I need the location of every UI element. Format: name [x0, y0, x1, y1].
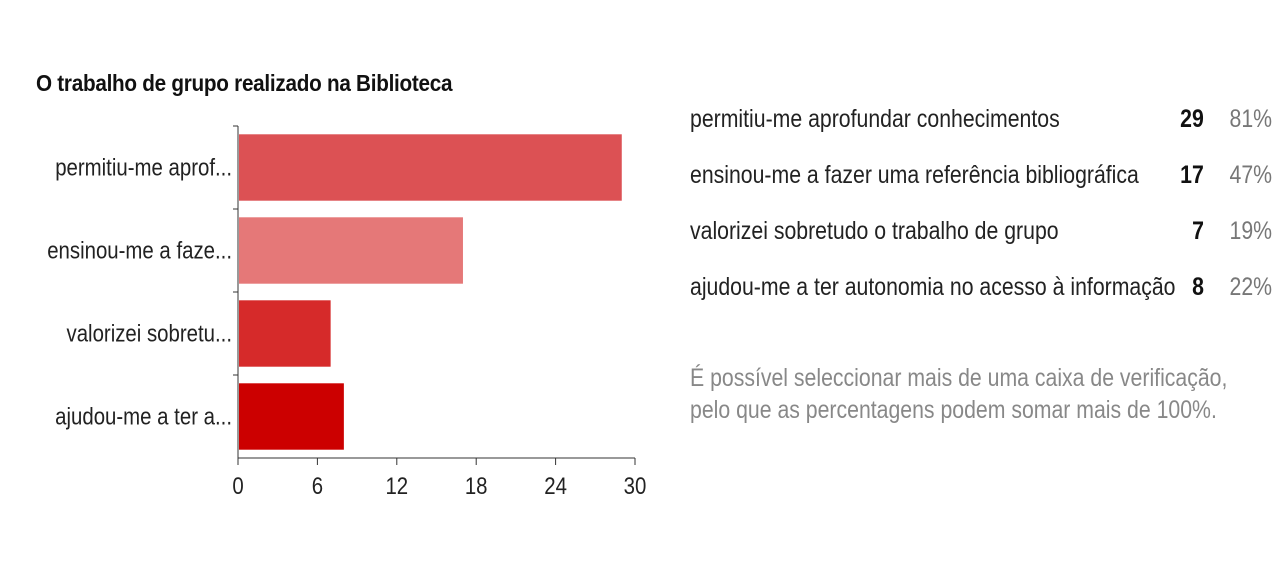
x-tick-label: 18: [465, 472, 488, 499]
summary-label: ensinou-me a fazer uma referência biblio…: [690, 161, 1139, 189]
summary-percent: 22%: [1229, 273, 1272, 301]
summary-count: 17: [1180, 161, 1204, 189]
summary-row: ajudou-me a ter autonomia no acesso à in…: [690, 273, 1280, 329]
summary-row: valorizei sobretudo o trabalho de grupo …: [690, 217, 1280, 273]
bar: [239, 383, 344, 450]
summary-percent: 19%: [1229, 217, 1272, 245]
bar: [239, 300, 331, 367]
summary-row: permitiu-me aprofundar conhecimentos 29 …: [690, 105, 1280, 161]
footnote-note: É possível seleccionar mais de uma caixa…: [690, 364, 1228, 424]
x-tick-label: 24: [544, 472, 567, 499]
x-tick-label: 12: [385, 472, 408, 499]
category-label: ajudou-me a ter a...: [55, 403, 232, 430]
summary-label: ajudou-me a ter autonomia no acesso à in…: [690, 273, 1176, 301]
bar: [239, 217, 463, 284]
bar: [239, 134, 622, 201]
summary-count: 7: [1192, 217, 1204, 245]
category-label: ensinou-me a faze...: [47, 237, 232, 264]
summary-count: 29: [1180, 105, 1204, 133]
category-label: valorizei sobretu...: [67, 320, 232, 347]
summary-row: ensinou-me a fazer uma referência biblio…: [690, 161, 1280, 217]
bar-chart: permitiu-me aprof... ensinou-me a faze...…: [47, 125, 647, 499]
category-label: permitiu-me aprof...: [55, 154, 232, 181]
summary-percent: 47%: [1229, 161, 1272, 189]
x-tick-label: 6: [312, 472, 323, 499]
summary-label: valorizei sobretudo o trabalho de grupo: [690, 217, 1059, 245]
summary-label: permitiu-me aprofundar conhecimentos: [690, 105, 1060, 133]
x-tick-label: 0: [232, 472, 243, 499]
x-tick-label: 30: [624, 472, 647, 499]
chart-title: O trabalho de grupo realizado na Bibliot…: [36, 70, 453, 96]
summary-table: permitiu-me aprofundar conhecimentos 29 …: [690, 105, 1280, 329]
summary-percent: 81%: [1229, 105, 1272, 133]
summary-count: 8: [1192, 273, 1204, 301]
